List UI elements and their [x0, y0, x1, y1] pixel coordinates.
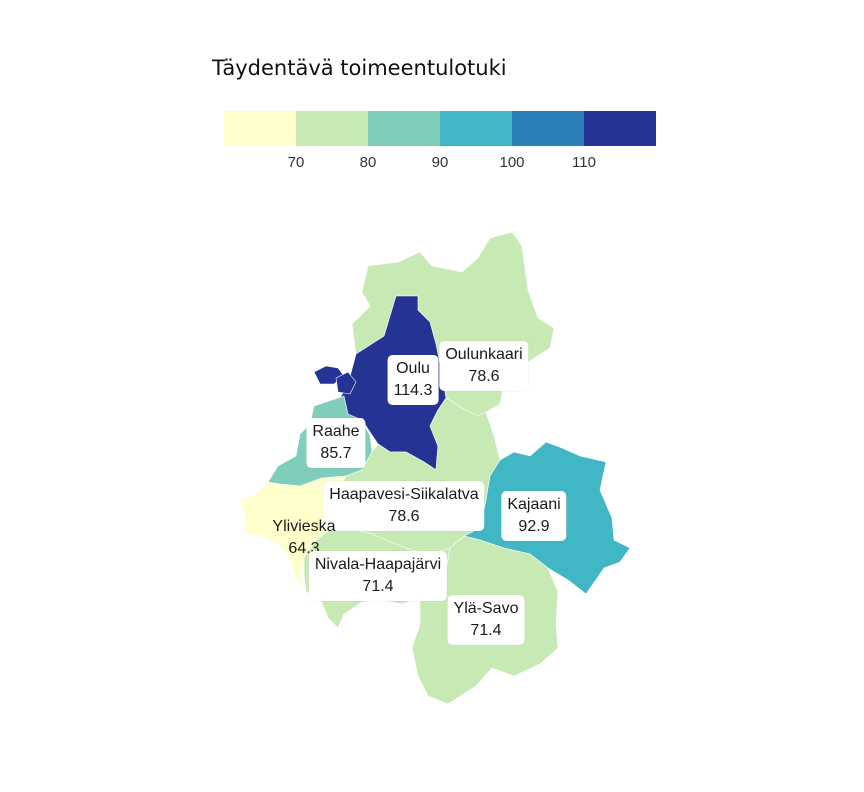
region-label-name: Nivala-Haapajärvi [314, 556, 442, 573]
region-oulu-island [335, 371, 357, 395]
legend-swatch [584, 111, 656, 146]
region-label-oulunkaari: Oulunkaari 78.6 [439, 341, 529, 391]
region-label-name: Ylä-Savo [453, 600, 519, 617]
region-label-value: 85.7 [320, 445, 352, 462]
region-label-value: 71.4 [470, 622, 502, 639]
region-label-haapavesi-siikalatva: Haapavesi-Siikalatva 78.6 [323, 481, 485, 531]
legend-swatch [368, 111, 440, 146]
region-label-value: 78.6 [468, 368, 500, 385]
legend-swatch [512, 111, 584, 146]
legend-tick-label: 90 [431, 154, 449, 171]
legend-swatch [440, 111, 512, 146]
region-label-value: 114.3 [393, 382, 433, 399]
region-label-value: 78.6 [388, 508, 420, 525]
legend-color-bar [224, 111, 656, 146]
legend-tick-label: 110 [572, 154, 596, 171]
region-label-kajaani: Kajaani 92.9 [501, 491, 567, 541]
region-label-name: Oulu [396, 360, 430, 377]
region-label-oulu: Oulu 114.3 [387, 355, 439, 405]
region-label-yla-savo: Ylä-Savo 71.4 [447, 595, 525, 645]
region-label-name: Ylivieska [272, 518, 336, 535]
region-label-raahe: Raahe 85.7 [306, 418, 366, 468]
region-label-name: Haapavesi-Siikalatva [329, 486, 479, 503]
region-label-name: Raahe [312, 423, 360, 440]
legend-tick-label: 70 [287, 154, 305, 171]
region-label-name: Kajaani [507, 496, 561, 513]
legend-tick-label: 100 [499, 154, 525, 171]
legend-title: Täydentävä toimeentulotuki [212, 56, 507, 80]
region-label-value: 71.4 [362, 578, 394, 595]
legend-swatch [224, 111, 296, 146]
region-label-value: 92.9 [518, 518, 550, 535]
region-ylivieska[interactable] [239, 475, 347, 589]
region-label-nivala-haapajarvi: Nivala-Haapajärvi 71.4 [308, 551, 448, 601]
region-label-name: Oulunkaari [445, 346, 523, 363]
legend-ticks: 70 80 90 100 110 [224, 154, 656, 174]
legend-tick-label: 80 [359, 154, 377, 171]
legend-swatch [296, 111, 368, 146]
